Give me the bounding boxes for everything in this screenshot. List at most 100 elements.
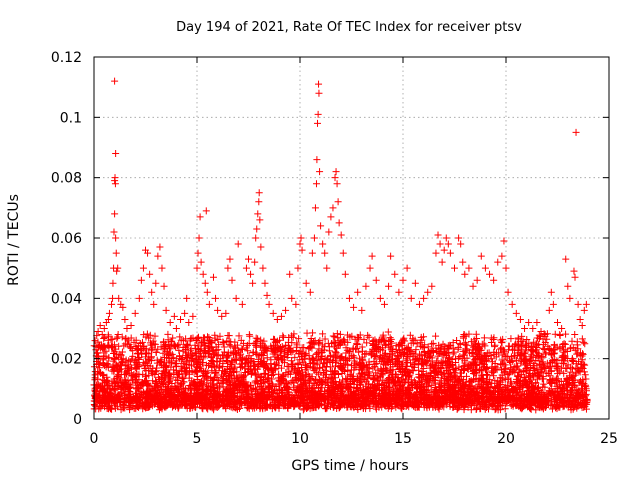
data-point: [434, 348, 442, 356]
data-point: [346, 371, 354, 379]
chart-title: Day 194 of 2021, Rate Of TEC Index for r…: [176, 20, 522, 35]
data-point: [559, 341, 567, 349]
data-point: [497, 361, 505, 369]
data-point: [365, 333, 373, 341]
data-point: [568, 365, 576, 373]
data-point: [427, 382, 435, 390]
data-point: [309, 329, 317, 337]
data-point: [211, 351, 219, 359]
data-point: [316, 356, 324, 364]
data-point: [374, 366, 382, 374]
data-point: [257, 336, 265, 344]
data-point: [189, 380, 197, 388]
data-point: [480, 334, 488, 342]
data-point: [406, 331, 414, 339]
data-point: [491, 343, 499, 351]
data-point: [581, 340, 589, 348]
data-point: [176, 333, 184, 341]
data-point: [523, 335, 531, 343]
data-point: [464, 365, 472, 373]
data-point: [187, 353, 195, 361]
data-point: [439, 340, 447, 348]
data-point: [191, 344, 199, 352]
data-point: [502, 365, 510, 373]
data-series-roti: [90, 77, 591, 414]
data-point: [571, 330, 579, 338]
data-point: [581, 371, 589, 379]
data-point: [169, 334, 177, 342]
data-point: [456, 352, 464, 360]
data-point: [518, 332, 526, 340]
data-point: [279, 332, 287, 340]
data-point: [206, 343, 214, 351]
data-point: [505, 342, 513, 350]
data-point: [392, 346, 400, 354]
data-point: [500, 356, 508, 364]
data-point: [211, 334, 219, 342]
data-point: [143, 357, 151, 365]
data-point: [109, 350, 117, 358]
data-point: [429, 339, 437, 347]
data-point: [418, 367, 426, 375]
data-point: [542, 349, 550, 357]
data-point: [100, 335, 108, 343]
data-point: [270, 361, 278, 369]
data-point: [287, 357, 295, 365]
data-point: [360, 335, 368, 343]
data-point: [232, 356, 240, 364]
data-point: [562, 330, 570, 338]
data-point: [520, 373, 528, 381]
data-point: [143, 330, 151, 338]
data-point: [323, 404, 331, 412]
data-point: [543, 335, 551, 343]
data-point: [428, 346, 436, 354]
data-point: [428, 340, 436, 348]
data-point: [94, 338, 102, 346]
data-point: [541, 339, 549, 347]
data-point: [556, 331, 564, 339]
data-point: [384, 328, 392, 336]
data-point: [432, 332, 440, 340]
data-point: [412, 346, 420, 354]
data-point: [204, 333, 212, 341]
data-point: [164, 330, 172, 338]
data-point: [139, 359, 147, 367]
data-point: [496, 345, 504, 353]
data-point: [452, 355, 460, 363]
data-point: [455, 354, 463, 362]
data-point: [244, 358, 252, 366]
data-point: [379, 331, 387, 339]
data-point: [141, 365, 149, 373]
data-point: [345, 354, 353, 362]
data-point: [540, 380, 548, 388]
data-point: [333, 344, 341, 352]
data-point: [487, 338, 495, 346]
data-point: [410, 377, 418, 385]
data-point: [198, 338, 206, 346]
data-point: [449, 350, 457, 358]
data-point: [355, 348, 363, 356]
data-point: [345, 348, 353, 356]
data-point: [108, 405, 116, 413]
data-point: [324, 339, 332, 347]
data-point: [580, 338, 588, 346]
data-point: [576, 368, 584, 376]
data-point: [566, 403, 574, 411]
data-point: [363, 339, 371, 347]
data-point: [231, 355, 239, 363]
data-point: [140, 342, 148, 350]
data-point: [359, 347, 367, 355]
data-point: [356, 331, 364, 339]
data-point: [369, 364, 377, 372]
data-point: [328, 359, 336, 367]
data-point: [344, 367, 352, 375]
data-point: [449, 360, 457, 368]
data-point: [238, 346, 246, 354]
data-point: [344, 375, 352, 383]
data-point: [314, 370, 322, 378]
data-point: [511, 341, 519, 349]
data-point: [176, 355, 184, 363]
data-point: [514, 334, 522, 342]
data-point: [263, 354, 271, 362]
